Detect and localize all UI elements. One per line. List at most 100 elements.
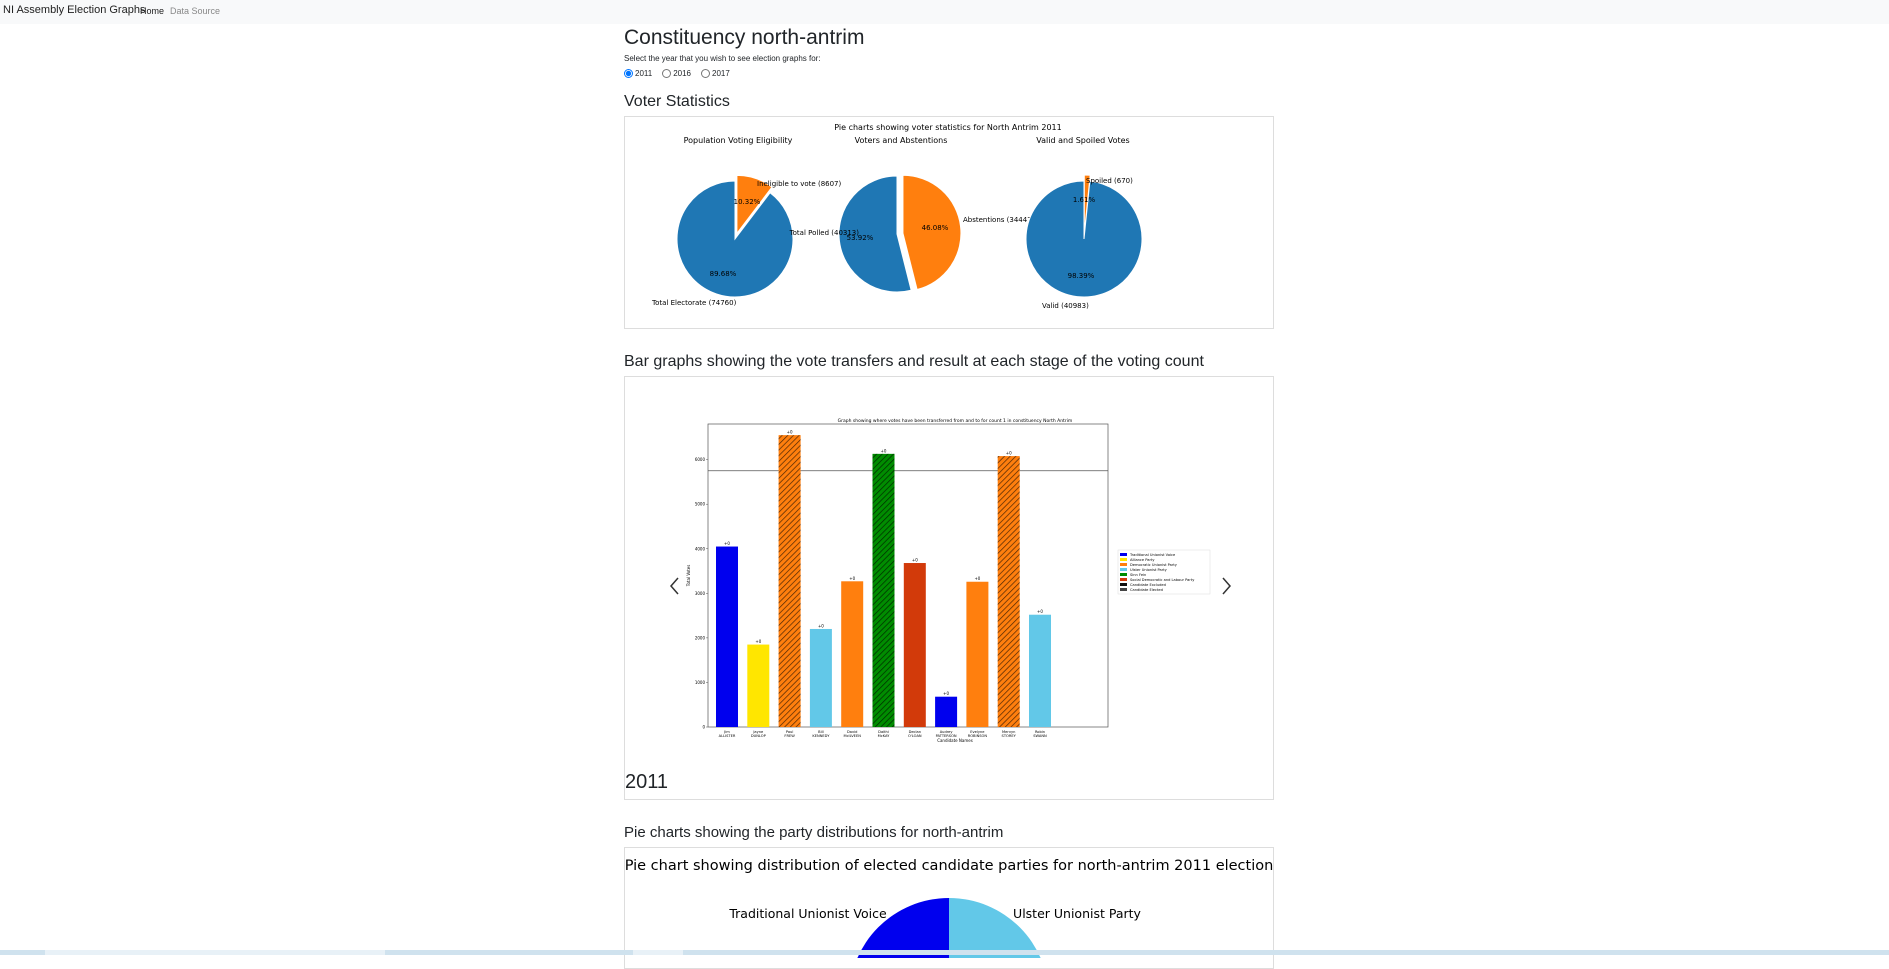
scrollbar-thumb[interactable] <box>45 950 385 955</box>
x-tick-label: David <box>847 730 857 734</box>
pie-slice-label: Total Electorate (74760) <box>651 299 737 307</box>
bar-data-label: +0 <box>974 576 980 581</box>
bar <box>747 644 770 727</box>
bar-data-label: +0 <box>881 448 887 453</box>
carousel-prev-button[interactable] <box>669 576 681 601</box>
legend-swatch <box>1120 573 1127 576</box>
legend-label: Democratic Unionist Party <box>1130 563 1178 567</box>
bar-graphs-heading: Bar graphs showing the vote transfers an… <box>624 353 1204 370</box>
x-tick-label: Declan <box>909 730 921 734</box>
x-tick-label: Robin <box>1035 730 1045 734</box>
bar-chart-title: Graph showing where votes have been tran… <box>838 418 1073 424</box>
year-option-2011[interactable]: 2011 <box>624 69 652 78</box>
bar <box>841 581 864 727</box>
x-tick-label: FREW <box>784 734 795 738</box>
year-radio-2011[interactable] <box>624 69 633 78</box>
x-tick-label: DUNLOP <box>751 734 767 738</box>
legend-label: Sinn Fein <box>1130 573 1146 577</box>
year-select-label: Select the year that you wish to see ele… <box>624 54 821 63</box>
bar <box>903 563 926 727</box>
pie-slice-pct: 89.68% <box>710 270 737 278</box>
pie-slice-pct: 10.32% <box>734 198 761 206</box>
pie-slice-label: Total Polled (40313) <box>789 229 860 237</box>
pie-slice <box>902 174 962 291</box>
x-tick-label: Jim <box>723 730 730 734</box>
bar-data-label: +0 <box>724 541 730 546</box>
x-tick-label: STOREY <box>1002 734 1017 738</box>
legend-label: Candidate Excluded <box>1130 583 1166 587</box>
year-radio-label: 2011 <box>635 69 653 78</box>
x-tick-label: O'LOAN <box>908 734 922 738</box>
voter-statistics-heading: Voter Statistics <box>624 93 730 110</box>
legend-label: Alliance Party <box>1130 558 1155 562</box>
pie-slice-pct: 98.39% <box>1068 272 1095 280</box>
vote-transfer-bar-chart: Graph showing where votes have been tran… <box>686 418 1211 743</box>
y-tick-label: 3000 <box>695 591 706 596</box>
party-figure-title: Pie chart showing distribution of electe… <box>625 858 1273 874</box>
bar <box>716 546 738 727</box>
pie-slice <box>676 180 794 298</box>
party-distribution-heading: Pie charts showing the party distributio… <box>624 824 1004 841</box>
legend-label: Social Democratic and Labour Party <box>1130 578 1195 582</box>
legend-swatch <box>1120 563 1127 566</box>
party-pie-label: Traditional Unionist Voice <box>728 906 887 921</box>
bar <box>966 581 989 727</box>
navbar: NI Assembly Election Graphs Home Data So… <box>0 0 1889 24</box>
legend-swatch <box>1120 578 1127 581</box>
legend-label: Ulster Unionist Party <box>1130 568 1168 572</box>
scrollbar-segment <box>633 950 683 955</box>
nav-home-link[interactable]: Home <box>140 6 165 16</box>
brand-link[interactable]: NI Assembly Election Graphs <box>3 4 146 16</box>
year-option-2016[interactable]: 2016 <box>662 69 691 78</box>
y-tick-label: 0 <box>702 725 705 730</box>
bar <box>1029 614 1051 727</box>
legend-label: Candidate Elected <box>1130 588 1163 592</box>
bar <box>935 696 958 727</box>
x-tick-label: McKAY <box>878 734 891 738</box>
bar-data-label: +0 <box>912 558 918 563</box>
x-tick-label: ALLISTER <box>719 734 736 738</box>
pie-slice-label: Valid (40983) <box>1042 302 1089 310</box>
y-tick-label: 4000 <box>695 546 706 551</box>
y-axis-label: Total Votes <box>686 565 691 588</box>
y-tick-label: 1000 <box>695 680 706 685</box>
pie-slice <box>1025 180 1143 298</box>
pie-slice-label: Ineligible to vote (8607) <box>757 180 842 188</box>
page-title: Constituency north-antrim <box>624 26 865 49</box>
year-radio-label: 2016 <box>673 69 691 78</box>
bar-data-label: +0 <box>849 576 855 581</box>
pie-slice-pct: 46.08% <box>922 224 949 232</box>
carousel-next-button[interactable] <box>1220 576 1232 601</box>
party-distribution-pie-chart: Pie chart showing distribution of electe… <box>625 858 1273 969</box>
carousel-year-caption: 2011 <box>625 771 669 793</box>
nav-data-source-link[interactable]: Data Source <box>170 6 221 16</box>
year-radio-2017[interactable] <box>701 69 710 78</box>
year-option-2017[interactable]: 2017 <box>701 69 730 78</box>
bar-elected-hatch <box>997 456 1020 727</box>
x-tick-label: Mervyn <box>1002 730 1015 734</box>
bar-data-label: +0 <box>1006 451 1012 456</box>
y-tick-label: 2000 <box>695 635 706 640</box>
x-tick-label: Paul <box>786 730 793 734</box>
legend-swatch <box>1120 553 1127 556</box>
chevron-left-icon <box>670 577 679 595</box>
y-tick-label: 5000 <box>695 502 706 507</box>
bar-data-label: +0 <box>818 623 824 628</box>
x-tick-label: KENNEDY <box>812 734 830 738</box>
voter-stats-card: Pie charts showing voter statistics for … <box>624 116 1274 329</box>
bar-carousel-card: Graph showing where votes have been tran… <box>624 376 1274 800</box>
bar-elected-hatch <box>778 435 801 727</box>
pie-title: Population Voting Eligibility <box>684 136 793 145</box>
year-radio-label: 2017 <box>712 69 730 78</box>
voter-stats-pie-charts: Pie charts showing voter statistics for … <box>651 123 1143 310</box>
bar-elected-hatch <box>872 453 895 727</box>
x-tick-label: SWANN <box>1033 734 1047 738</box>
legend-swatch <box>1120 588 1127 591</box>
horizontal-scrollbar[interactable] <box>0 950 1889 955</box>
x-tick-label: Daithi <box>878 730 889 734</box>
pie-slice-label: Spoiled (670) <box>1086 177 1133 185</box>
year-radio-2016[interactable] <box>662 69 672 78</box>
x-tick-label: ROBINSON <box>968 734 988 738</box>
x-axis-label: Candidate Names <box>937 738 973 743</box>
legend-swatch <box>1120 558 1127 561</box>
